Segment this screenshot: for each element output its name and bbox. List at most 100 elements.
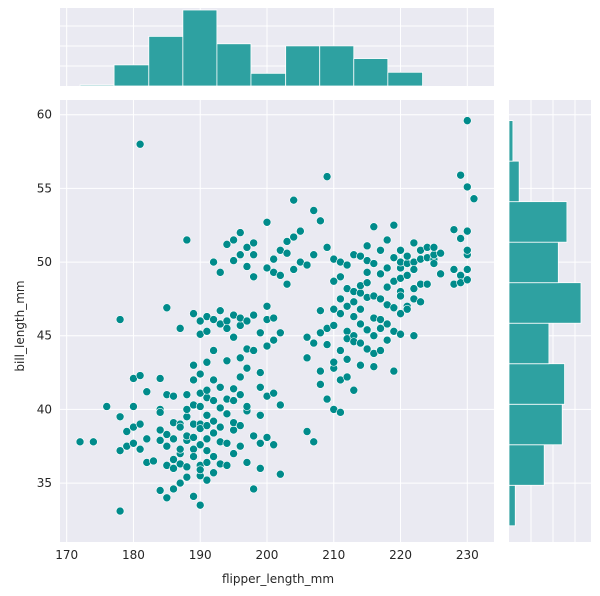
scatter-point — [182, 412, 192, 422]
scatter-point — [382, 263, 392, 273]
scatter-point — [209, 315, 218, 324]
scatter-point — [155, 486, 165, 495]
scatter-point — [322, 243, 332, 252]
scatter-point — [316, 216, 325, 226]
right-histogram-bar — [508, 120, 514, 162]
scatter-point — [269, 440, 278, 450]
scatter-point — [149, 456, 158, 466]
scatter-point — [209, 257, 218, 267]
scatter-point — [162, 430, 172, 439]
scatter-point — [309, 437, 319, 447]
scatter-point — [215, 382, 225, 392]
scatter-point — [209, 346, 218, 355]
scatter-point — [249, 346, 258, 355]
scatter-point — [416, 297, 425, 307]
scatter-point — [422, 279, 432, 289]
scatter-point — [129, 402, 138, 411]
scatter-point — [222, 316, 232, 326]
scatter-point — [242, 243, 252, 252]
scatter-point — [276, 469, 285, 479]
scatter-point — [229, 449, 238, 458]
scatter-point — [396, 245, 405, 255]
scatter-point — [296, 226, 305, 236]
scatter-point — [382, 282, 392, 292]
scatter-point — [222, 409, 232, 419]
scatter-point — [376, 269, 385, 279]
scatter-point — [269, 313, 278, 323]
scatter-point — [429, 259, 439, 268]
scatter-point — [202, 421, 212, 430]
scatter-point — [316, 366, 325, 376]
scatter-point — [282, 248, 292, 258]
scatter-point — [449, 225, 459, 234]
scatter-point — [195, 402, 205, 411]
scatter-point — [396, 309, 405, 318]
top-histogram-bar — [319, 45, 355, 87]
scatter-point — [89, 437, 98, 447]
scatter-point — [256, 382, 265, 392]
scatter-point — [409, 265, 419, 274]
scatter-point — [382, 335, 392, 345]
scatter-point — [336, 346, 345, 355]
scatter-point — [235, 250, 245, 259]
scatter-point — [189, 309, 198, 318]
scatter-point — [389, 220, 399, 230]
scatter-point — [209, 468, 218, 478]
scatter-point — [309, 250, 319, 259]
scatter-point — [396, 291, 405, 301]
right-histogram-bar — [508, 484, 516, 527]
x-tick-label: 220 — [389, 548, 412, 562]
scatter-point — [262, 217, 272, 227]
scatter-point — [235, 228, 245, 237]
x-tick-label: 230 — [456, 548, 479, 562]
scatter-point — [229, 396, 238, 405]
scatter-point — [249, 238, 258, 248]
scatter-point — [115, 315, 125, 324]
scatter-point — [342, 301, 352, 311]
scatter-point — [222, 461, 232, 470]
scatter-point — [276, 271, 285, 280]
scatter-plot-area: 170 180 190 200 210 220 230 35 40 45 50 55 60 — [37, 100, 494, 562]
scatter-point — [182, 472, 192, 482]
scatter-point — [322, 172, 332, 181]
scatter-point — [162, 303, 172, 313]
x-tick-label: 210 — [322, 548, 345, 562]
scatter-point — [202, 357, 212, 367]
scatter-point — [362, 278, 372, 287]
scatter-point — [195, 316, 205, 326]
scatter-point — [336, 309, 345, 318]
scatter-point — [215, 403, 225, 413]
scatter-point — [316, 306, 325, 315]
scatter-point — [356, 304, 365, 314]
scatter-point — [356, 338, 365, 348]
scatter-point — [329, 304, 339, 314]
y-tick-label: 35 — [37, 476, 52, 490]
scatter-point — [189, 492, 198, 501]
scatter-point — [215, 268, 225, 277]
scatter-point — [256, 464, 265, 473]
scatter-point — [302, 353, 312, 363]
scatter-point — [396, 329, 405, 339]
top-histogram-bar — [387, 71, 423, 87]
scatter-point — [209, 416, 218, 426]
top-histogram-bar — [216, 43, 252, 87]
scatter-point — [376, 324, 385, 333]
right-histogram-bar — [508, 322, 550, 365]
scatter-point — [182, 405, 192, 414]
scatter-point — [215, 306, 225, 315]
scatter-point — [282, 237, 292, 246]
scatter-point — [169, 484, 178, 494]
scatter-point — [269, 254, 278, 264]
scatter-point — [262, 433, 272, 442]
y-axis-label: bill_length_mm — [13, 280, 27, 371]
scatter-point — [102, 402, 112, 411]
top-histogram-bar — [182, 9, 218, 87]
scatter-point — [302, 260, 312, 270]
scatter-point — [202, 410, 212, 420]
scatter-point — [256, 328, 265, 338]
scatter-point — [282, 279, 292, 289]
scatter-point — [376, 315, 385, 324]
scatter-point — [235, 421, 245, 430]
scatter-point — [436, 248, 445, 258]
